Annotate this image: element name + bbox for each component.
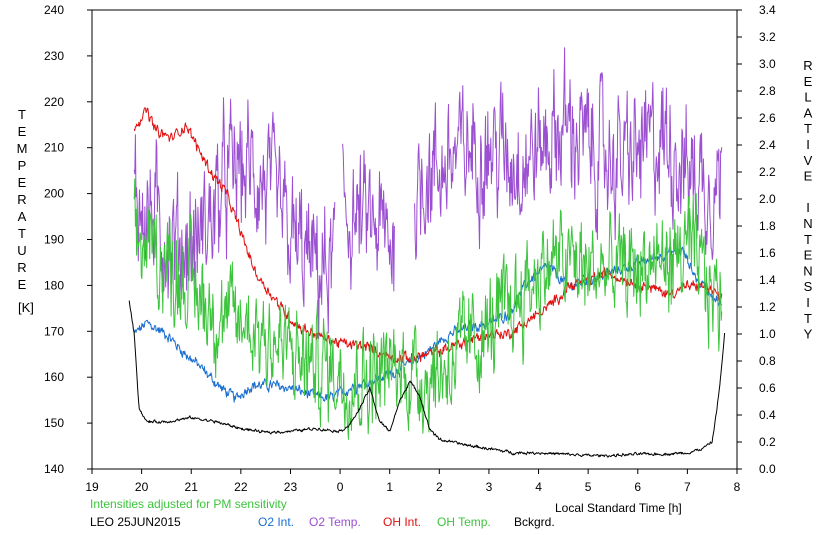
y-label-right-letter: S	[804, 279, 813, 294]
y-label-left-letter: T	[18, 107, 26, 122]
y-tick-label-left: 220	[44, 95, 64, 109]
y-tick-label-left: 170	[44, 324, 64, 338]
y-label-left-unit: [K]	[18, 300, 34, 315]
x-tick-label: 0	[337, 480, 344, 494]
y-label-right-letter: I	[806, 137, 810, 152]
series-line-o2-temp	[133, 47, 723, 340]
y-tick-label-right: 0.8	[759, 354, 776, 368]
y-label-right-letter: R	[803, 58, 812, 73]
x-tick-label: 3	[486, 480, 493, 494]
y-tick-label-right: 2.0	[759, 192, 776, 206]
x-tick-label: 8	[734, 480, 741, 494]
x-tick-label: 21	[185, 480, 199, 494]
y-tick-label-left: 240	[44, 3, 64, 17]
x-tick-label: 7	[684, 480, 691, 494]
x-axis: 19 20 21 22 23 0 1 2 3 4 5 6 7 8	[85, 469, 741, 494]
y-tick-label-right: 1.4	[759, 273, 776, 287]
x-tick-label: 20	[135, 480, 149, 494]
y-tick-label-right: 3.0	[759, 57, 776, 71]
y-tick-label-right: 0.2	[759, 435, 776, 449]
y-tick-label-right: 1.0	[759, 327, 776, 341]
y-tick-label-right: 0.6	[759, 381, 776, 395]
y-label-left-letter: P	[18, 158, 27, 173]
series-line-oh-temp	[133, 178, 723, 440]
y-tick-label-right: 3.2	[759, 30, 776, 44]
y-tick-label-right: 0.0	[759, 462, 776, 476]
x-tick-label: 6	[634, 480, 641, 494]
y-label-right-letter: V	[804, 153, 813, 168]
legend: O2 Int. O2 Temp. OH Int. OH Temp. Bckgrd.	[258, 515, 555, 529]
y-label-left-letter: U	[17, 243, 26, 258]
x-tick-label: 19	[85, 480, 99, 494]
y-label-left-letter: T	[18, 226, 26, 241]
y-label-left-letter: R	[17, 192, 26, 207]
y-tick-label-right: 3.4	[759, 3, 776, 17]
y-label-right-letter: E	[804, 169, 813, 184]
y-tick-label-left: 210	[44, 141, 64, 155]
y-label-left-letter: E	[18, 175, 27, 190]
y-label-left-letter: R	[17, 260, 26, 275]
y-tick-label-right: 1.8	[759, 219, 776, 233]
x-tick-label: 1	[386, 480, 393, 494]
y-label-right-letter: L	[804, 90, 811, 105]
y-tick-label-right: 1.6	[759, 246, 776, 260]
y-axis-right: 0.0 0.2 0.4 0.6 0.8 1.0 1.2 1.4 1.6 1.8 2.0 2.2 2.4 2…	[737, 3, 776, 476]
legend-item: OH Temp.	[437, 515, 491, 529]
y-label-right-letter: T	[804, 311, 812, 326]
series-group	[128, 47, 726, 458]
x-tick-label: 4	[535, 480, 542, 494]
y-label-right-letter: E	[804, 248, 813, 263]
y-tick-label-left: 190	[44, 233, 64, 247]
station-label: LEO 25JUN2015	[90, 515, 181, 529]
legend-item: OH Int.	[383, 515, 421, 529]
y-label-left-letter: E	[18, 124, 27, 139]
legend-item: O2 Temp.	[309, 515, 361, 529]
y-tick-label-left: 150	[44, 416, 64, 430]
y-label-right-letter: I	[806, 295, 810, 310]
y-tick-label-right: 0.4	[759, 408, 776, 422]
legend-item: Bckgrd.	[514, 515, 555, 529]
y-tick-label-left: 160	[44, 370, 64, 384]
y-tick-label-right: 2.4	[759, 138, 776, 152]
series-line-oh-int	[133, 107, 723, 364]
y-tick-label-left: 230	[44, 49, 64, 63]
y-label-left-letter: A	[18, 209, 27, 224]
y-label-right-letter: T	[804, 121, 812, 136]
y-label-right-letter: T	[804, 232, 812, 247]
x-tick-label: 22	[234, 480, 248, 494]
y-label-right-letter: N	[803, 263, 812, 278]
y-label-right-letter: I	[806, 200, 810, 215]
y-axis-left: 140 150 160 170 180 190 200 210 220 230 240	[44, 3, 92, 476]
y-label-right-letter: Y	[804, 327, 813, 342]
y-label-right-letter: N	[803, 216, 812, 231]
y-tick-label-right: 2.8	[759, 84, 776, 98]
y-tick-label-right: 2.6	[759, 111, 776, 125]
y-label-right-letter: A	[804, 105, 813, 120]
y-tick-label-left: 200	[44, 187, 64, 201]
y-label-left-letter: M	[17, 141, 28, 156]
x-tick-label: 5	[585, 480, 592, 494]
sensitivity-note: Intensities adjusted for PM sensitivity	[90, 497, 287, 511]
y-tick-label-left: 140	[44, 462, 64, 476]
x-tick-label: 23	[284, 480, 298, 494]
y-tick-label-right: 1.2	[759, 300, 776, 314]
y-tick-label-left: 180	[44, 278, 64, 292]
y-label-left-letter: E	[18, 277, 27, 292]
series-line-bckgrd	[128, 300, 726, 458]
y-label-right-letter: E	[804, 74, 813, 89]
x-tick-label: 2	[436, 480, 443, 494]
legend-item: O2 Int.	[258, 515, 294, 529]
x-axis-label: Local Standard Time [h]	[555, 501, 682, 515]
y-tick-label-right: 2.2	[759, 165, 776, 179]
